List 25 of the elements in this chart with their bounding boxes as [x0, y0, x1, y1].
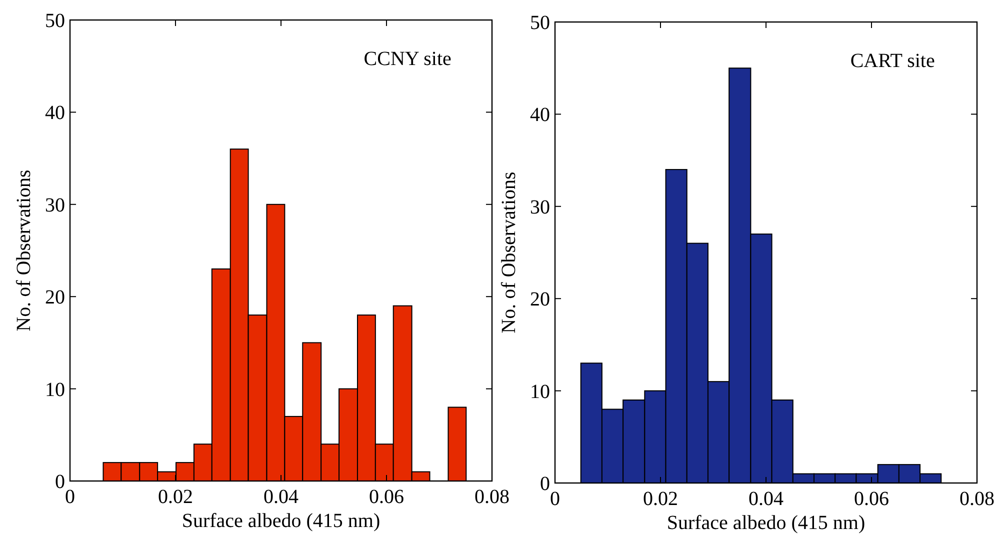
x-tick-label: 0.04: [748, 488, 784, 510]
y-tick-label: 50: [530, 12, 550, 34]
y-tick-label: 10: [45, 378, 65, 401]
annotation: CART site: [850, 50, 935, 72]
y-tick-label: 20: [530, 288, 550, 311]
y-tick-label: 20: [45, 286, 65, 309]
x-axis-title: Surface albedo (415 nm): [182, 510, 380, 532]
x-axis-title: Surface albedo (415 nm): [666, 512, 866, 534]
x-tick-label: 0.04: [264, 486, 298, 508]
y-tick-label: 30: [45, 194, 65, 216]
y-tick-label: 0: [55, 471, 65, 493]
x-tick-label: 0.08: [960, 488, 994, 510]
x-tick-label: 0.02: [643, 488, 678, 510]
y-axis-title: No. of Observations: [498, 171, 520, 334]
x-tick-label: 0.06: [854, 488, 889, 510]
y-axis-title: No. of Observations: [13, 169, 35, 332]
y-tick-label: 30: [530, 196, 550, 218]
y-tick-label: 40: [530, 104, 550, 126]
annotation: CCNY site: [364, 48, 452, 70]
x-tick-label: 0.08: [474, 486, 510, 508]
y-tick-label: 40: [45, 102, 65, 124]
y-tick-label: 10: [530, 380, 550, 403]
x-tick-label: 0.06: [369, 486, 404, 508]
y-tick-label: 50: [45, 10, 65, 32]
x-tick-label: 0.02: [158, 486, 193, 508]
